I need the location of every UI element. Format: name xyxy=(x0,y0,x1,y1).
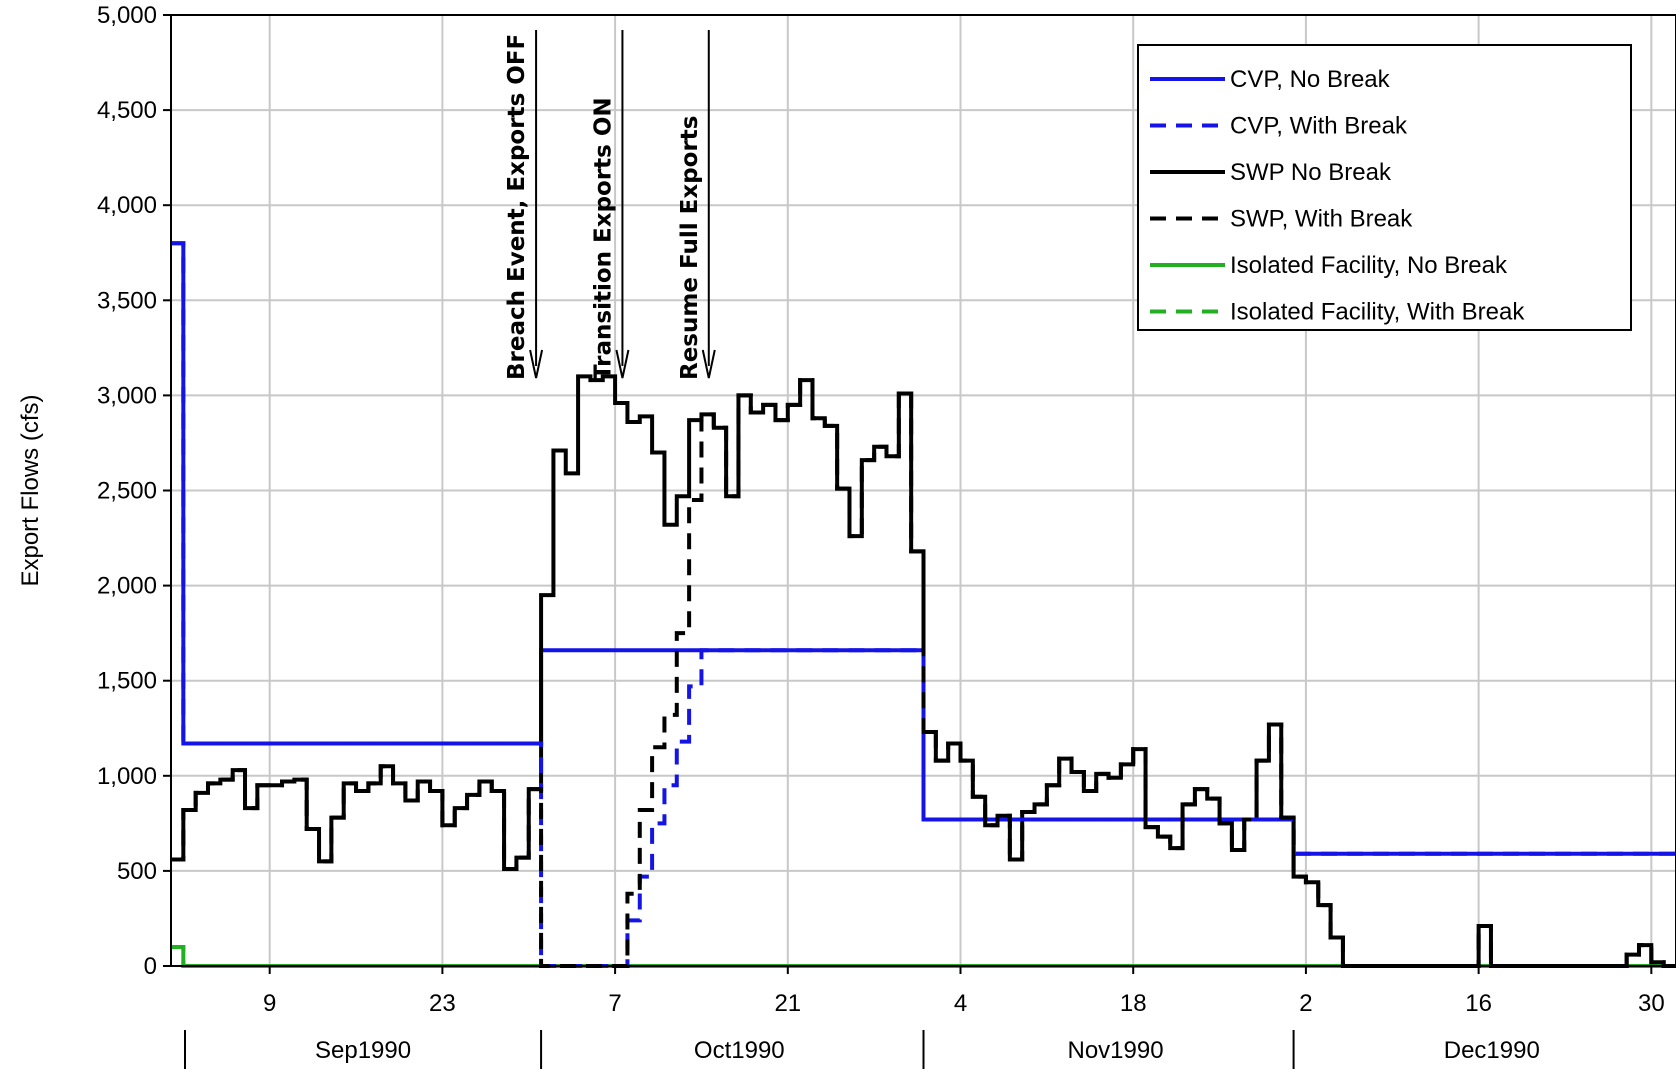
x-tick-label: 30 xyxy=(1638,990,1665,1017)
y-tick-label: 0 xyxy=(144,953,157,980)
x-tick-label: 23 xyxy=(429,990,456,1017)
legend: CVP, No Break CVP, With Break SWP No Break… xyxy=(1138,45,1631,330)
legend-label: CVP, No Break xyxy=(1230,66,1391,93)
month-label: Sep1990 xyxy=(315,1037,411,1064)
annotation-label: Resume Full Exports xyxy=(677,116,703,381)
y-tick-label: 500 xyxy=(117,858,157,885)
month-label: Nov1990 xyxy=(1068,1037,1164,1064)
y-tick-label: 3,500 xyxy=(97,287,157,314)
y-tick-label: 4,500 xyxy=(97,97,157,124)
x-tick-label: 18 xyxy=(1120,990,1147,1017)
y-tick-label: 1,000 xyxy=(97,763,157,790)
series-line xyxy=(171,380,1676,966)
series-line xyxy=(171,947,1676,966)
month-label: Dec1990 xyxy=(1444,1037,1540,1064)
y-tick-label: 2,000 xyxy=(97,573,157,600)
x-tick-label: 4 xyxy=(954,990,967,1017)
y-tick-label: 4,000 xyxy=(97,192,157,219)
series-line xyxy=(171,947,1676,966)
x-tick-label: 7 xyxy=(608,990,621,1017)
x-tick-label: 9 xyxy=(263,990,276,1017)
legend-label: Isolated Facility, With Break xyxy=(1230,299,1525,326)
annotations: Breach Event, Exports OFF Transition Expo… xyxy=(504,30,715,380)
x-tick-label: 2 xyxy=(1299,990,1312,1017)
x-tick-label: 16 xyxy=(1465,990,1492,1017)
series-layer xyxy=(171,243,1676,966)
y-tick-label: 2,500 xyxy=(97,478,157,505)
y-tick-label: 1,500 xyxy=(97,668,157,695)
y-tick-label: 5,000 xyxy=(97,2,157,29)
legend-label: SWP, With Break xyxy=(1230,206,1413,233)
annotation-label: Transition Exports ON xyxy=(590,97,616,380)
legend-label: SWP No Break xyxy=(1230,159,1392,186)
legend-label: Isolated Facility, No Break xyxy=(1230,252,1508,279)
x-axis: 9 23 7 21 4 18 2 16 30 Sep1990 Oct1990 Nov1990 Dec19… xyxy=(185,966,1665,1069)
x-tick-label: 21 xyxy=(774,990,801,1017)
y-axis: 0 500 1,000 1,500 2,000 2,500 3,000 3,500 4,000 4… xyxy=(97,2,171,980)
y-axis-title: Export Flows (cfs) xyxy=(17,394,44,586)
y-tick-label: 3,000 xyxy=(97,382,157,409)
annotation-label: Breach Event, Exports OFF xyxy=(504,34,530,380)
legend-label: CVP, With Break xyxy=(1230,113,1408,140)
month-label: Oct1990 xyxy=(694,1037,785,1064)
